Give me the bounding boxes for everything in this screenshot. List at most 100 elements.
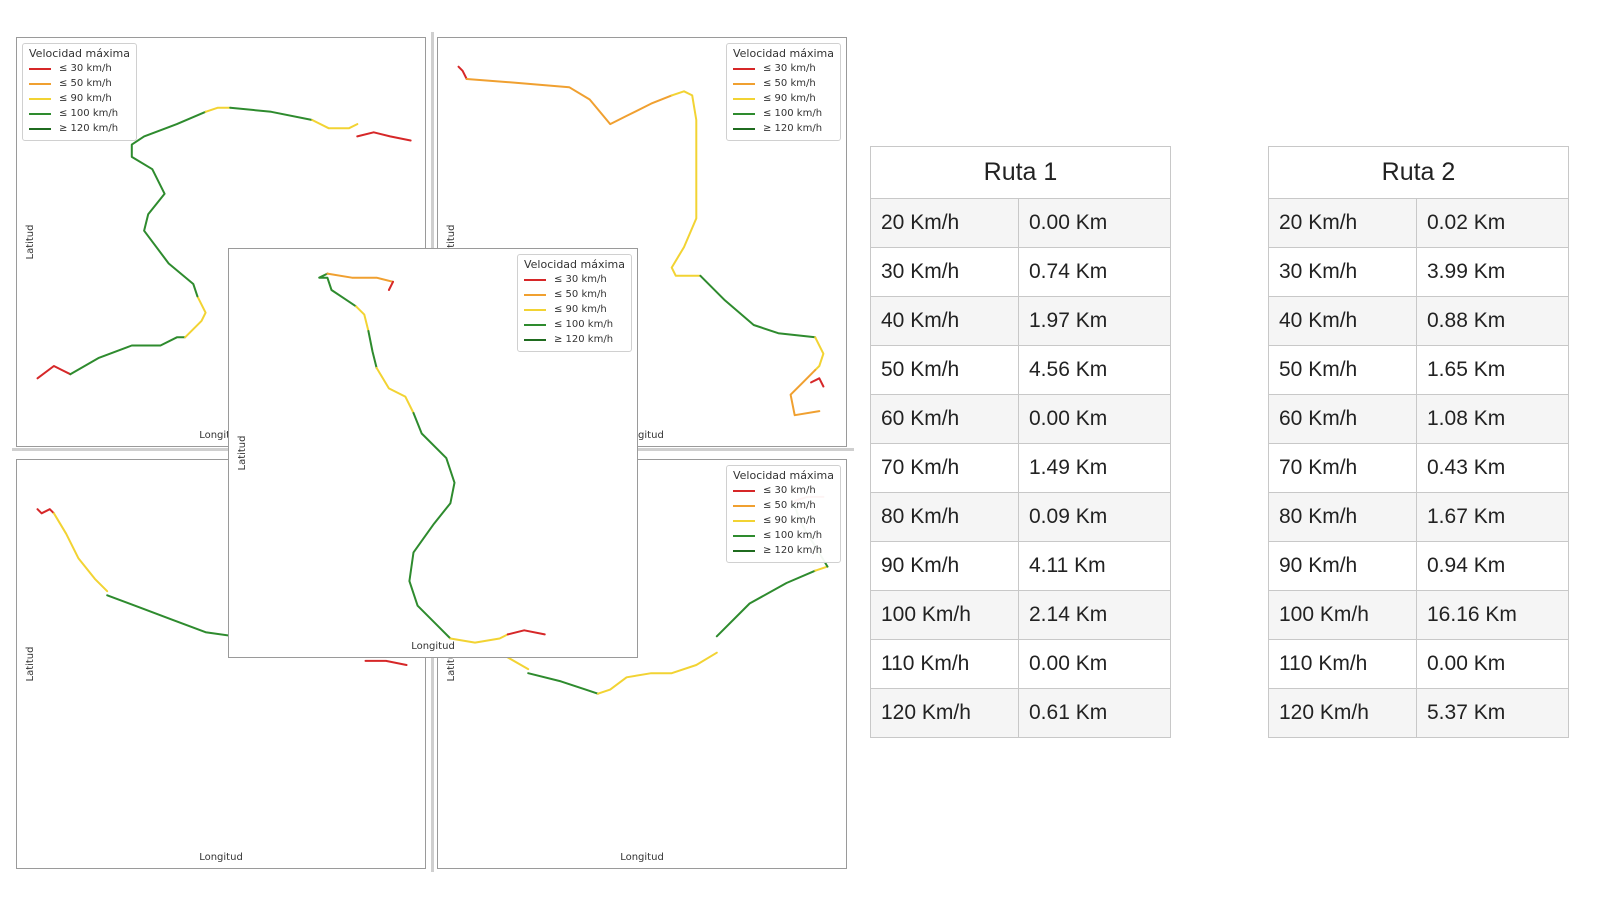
- route-segment-6: [810, 377, 825, 388]
- legend-item: ≤ 100 km/h: [732, 528, 834, 543]
- distance-cell: 0.94 Km: [1416, 541, 1569, 591]
- speed-cell: 30 Km/h: [1268, 247, 1417, 297]
- table-row: 40 Km/h 1.97 Km: [870, 296, 1171, 346]
- speed-cell: 50 Km/h: [1268, 345, 1417, 395]
- legend-swatch: [732, 519, 755, 522]
- legend-title: Velocidad máxima: [29, 47, 131, 60]
- speed-cell: 90 Km/h: [1268, 541, 1417, 591]
- legend-swatch: [29, 127, 51, 130]
- legend-swatch: [29, 67, 51, 70]
- legend-item: ≤ 30 km/h: [29, 61, 130, 76]
- legend-item: ≤ 100 km/h: [732, 106, 834, 121]
- legend-title: Velocidad máxima: [523, 258, 625, 271]
- x-axis-label: Longitud: [620, 430, 664, 441]
- legend-label: ≤ 50 km/h: [553, 289, 607, 300]
- legend-label: ≤ 30 km/h: [762, 63, 816, 74]
- speed-cell: 60 Km/h: [870, 394, 1019, 444]
- legend-item: ≥ 120 km/h: [523, 332, 625, 347]
- legend-item: ≤ 50 km/h: [523, 287, 625, 302]
- y-axis-label: Latitud: [237, 435, 249, 471]
- distance-cell: 0.88 Km: [1416, 296, 1569, 346]
- legend-item: ≤ 30 km/h: [732, 483, 834, 498]
- speed-cell: 110 Km/h: [870, 639, 1019, 689]
- ruta-1-table: Ruta 1 20 Km/h 0.00 Km 30 Km/h 0.74 Km 40 Km/…: [870, 146, 1171, 738]
- speed-cell: 110 Km/h: [1268, 639, 1417, 689]
- table-row: 20 Km/h 0.02 Km: [1268, 198, 1569, 248]
- legend-swatch: [29, 97, 51, 100]
- legend-swatch: [523, 278, 546, 281]
- table-title: Ruta 2: [1268, 146, 1569, 199]
- route-segment-4: [814, 336, 825, 372]
- distance-cell: 0.74 Km: [1018, 247, 1171, 297]
- legend-item: ≤ 100 km/h: [523, 317, 625, 332]
- route-segment-1: [465, 78, 673, 126]
- legend-item: ≤ 90 km/h: [523, 302, 625, 317]
- speed-cell: 20 Km/h: [1268, 198, 1417, 248]
- speed-cell: 50 Km/h: [870, 345, 1019, 395]
- route-segment-5: [789, 369, 821, 417]
- speed-cell: 100 Km/h: [870, 590, 1019, 640]
- legend-item: ≤ 30 km/h: [523, 272, 625, 287]
- route-segment-7: [356, 131, 412, 142]
- legend-label: ≥ 120 km/h: [59, 123, 119, 134]
- legend-item: ≤ 90 km/h: [732, 91, 834, 106]
- route-segment-4: [364, 659, 408, 666]
- distance-cell: 0.00 Km: [1018, 639, 1171, 689]
- legend-swatch: [732, 67, 755, 70]
- legend-label: ≤ 90 km/h: [59, 93, 112, 104]
- route-segment-5: [814, 565, 829, 572]
- y-axis-label: Latitud: [25, 646, 37, 682]
- legend-swatch: [732, 549, 755, 552]
- legend-item: ≤ 100 km/h: [29, 106, 130, 121]
- legend-item: ≥ 120 km/h: [732, 543, 834, 558]
- x-axis-label: Longitud: [199, 430, 243, 441]
- distance-cell: 1.97 Km: [1018, 296, 1171, 346]
- speed-cell: 100 Km/h: [1268, 590, 1417, 640]
- table-row: 80 Km/h 1.67 Km: [1268, 492, 1569, 542]
- speed-cell: 70 Km/h: [870, 443, 1019, 493]
- distance-cell: 1.08 Km: [1416, 394, 1569, 444]
- route-segment-7: [449, 633, 509, 644]
- distance-cell: 3.99 Km: [1416, 247, 1569, 297]
- legend-label: ≤ 50 km/h: [59, 78, 112, 89]
- table-row: 30 Km/h 3.99 Km: [1268, 247, 1569, 297]
- legend: Velocidad máxima ≤ 30 km/h ≤ 50 km/h ≤ 90 k…: [725, 43, 841, 141]
- legend-label: ≤ 90 km/h: [553, 304, 607, 315]
- distance-cell: 0.00 Km: [1018, 198, 1171, 248]
- speed-cell: 40 Km/h: [870, 296, 1019, 346]
- route-segment-3: [130, 110, 207, 298]
- route-plot: [36, 106, 412, 380]
- legend-label: ≤ 90 km/h: [762, 93, 816, 104]
- route-segment-1: [326, 272, 394, 283]
- route-segment-8: [506, 629, 546, 636]
- table-row: 90 Km/h 4.11 Km: [870, 541, 1171, 591]
- distance-cell: 5.37 Km: [1416, 688, 1569, 738]
- table-row: 20 Km/h 0.00 Km: [870, 198, 1171, 248]
- distance-cell: 0.00 Km: [1416, 639, 1569, 689]
- route-segment-0: [36, 365, 72, 380]
- map-panel-center: Longitud Latitud Velocidad máxima ≤ 30 km/h…: [228, 248, 638, 658]
- route-segment-0: [318, 272, 358, 308]
- distance-cell: 1.65 Km: [1416, 345, 1569, 395]
- legend-swatch: [732, 489, 755, 492]
- route-segment-4: [715, 569, 817, 638]
- legend-swatch: [732, 534, 755, 537]
- legend-swatch: [732, 97, 755, 100]
- y-axis-label: Latitud: [25, 224, 37, 260]
- table-row: 100 Km/h 2.14 Km: [870, 590, 1171, 640]
- distance-cell: 1.49 Km: [1018, 443, 1171, 493]
- table-row: 50 Km/h 4.56 Km: [870, 345, 1171, 395]
- legend-label: ≤ 50 km/h: [762, 500, 816, 511]
- legend-label: ≤ 30 km/h: [762, 485, 816, 496]
- speed-cell: 80 Km/h: [870, 492, 1019, 542]
- route-segment-3: [355, 305, 370, 332]
- legend-label: ≥ 120 km/h: [553, 334, 614, 345]
- legend-item: ≤ 90 km/h: [732, 513, 834, 528]
- legend-label: ≥ 120 km/h: [762, 545, 823, 556]
- legend-label: ≤ 50 km/h: [762, 78, 816, 89]
- x-axis-label: Longitud: [620, 852, 664, 863]
- distance-cell: 0.00 Km: [1018, 394, 1171, 444]
- speed-cell: 60 Km/h: [1268, 394, 1417, 444]
- distance-cell: 1.67 Km: [1416, 492, 1569, 542]
- x-axis-label: Longitud: [199, 852, 243, 863]
